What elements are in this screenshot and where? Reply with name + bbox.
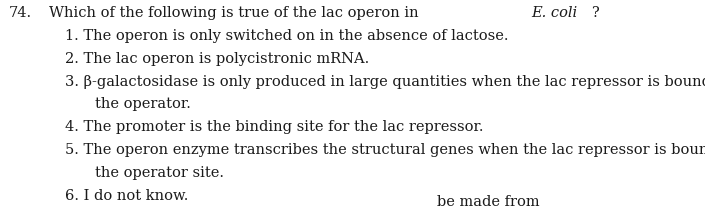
Text: 2. The lac operon is polycistronic mRNA.: 2. The lac operon is polycistronic mRNA. [65,52,369,66]
Text: 74.: 74. [8,6,32,20]
Text: be made from: be made from [437,195,540,209]
Text: the operator.: the operator. [95,97,191,111]
Text: 1. The operon is only switched on in the absence of lactose.: 1. The operon is only switched on in the… [65,29,508,43]
Text: E. coli: E. coli [532,6,577,20]
Text: 3. β-galactosidase is only produced in large quantities when the lac repressor i: 3. β-galactosidase is only produced in l… [65,75,705,89]
Text: 4. The promoter is the binding site for the lac repressor.: 4. The promoter is the binding site for … [65,120,484,134]
Text: the operator site.: the operator site. [95,166,224,180]
Text: ?: ? [591,6,599,20]
Text: 5. The operon enzyme transcribes the structural genes when the lac repressor is : 5. The operon enzyme transcribes the str… [65,143,705,157]
Text: 6. I do not know.: 6. I do not know. [65,189,188,203]
Text: Which of the following is true of the lac operon in: Which of the following is true of the la… [49,6,423,20]
